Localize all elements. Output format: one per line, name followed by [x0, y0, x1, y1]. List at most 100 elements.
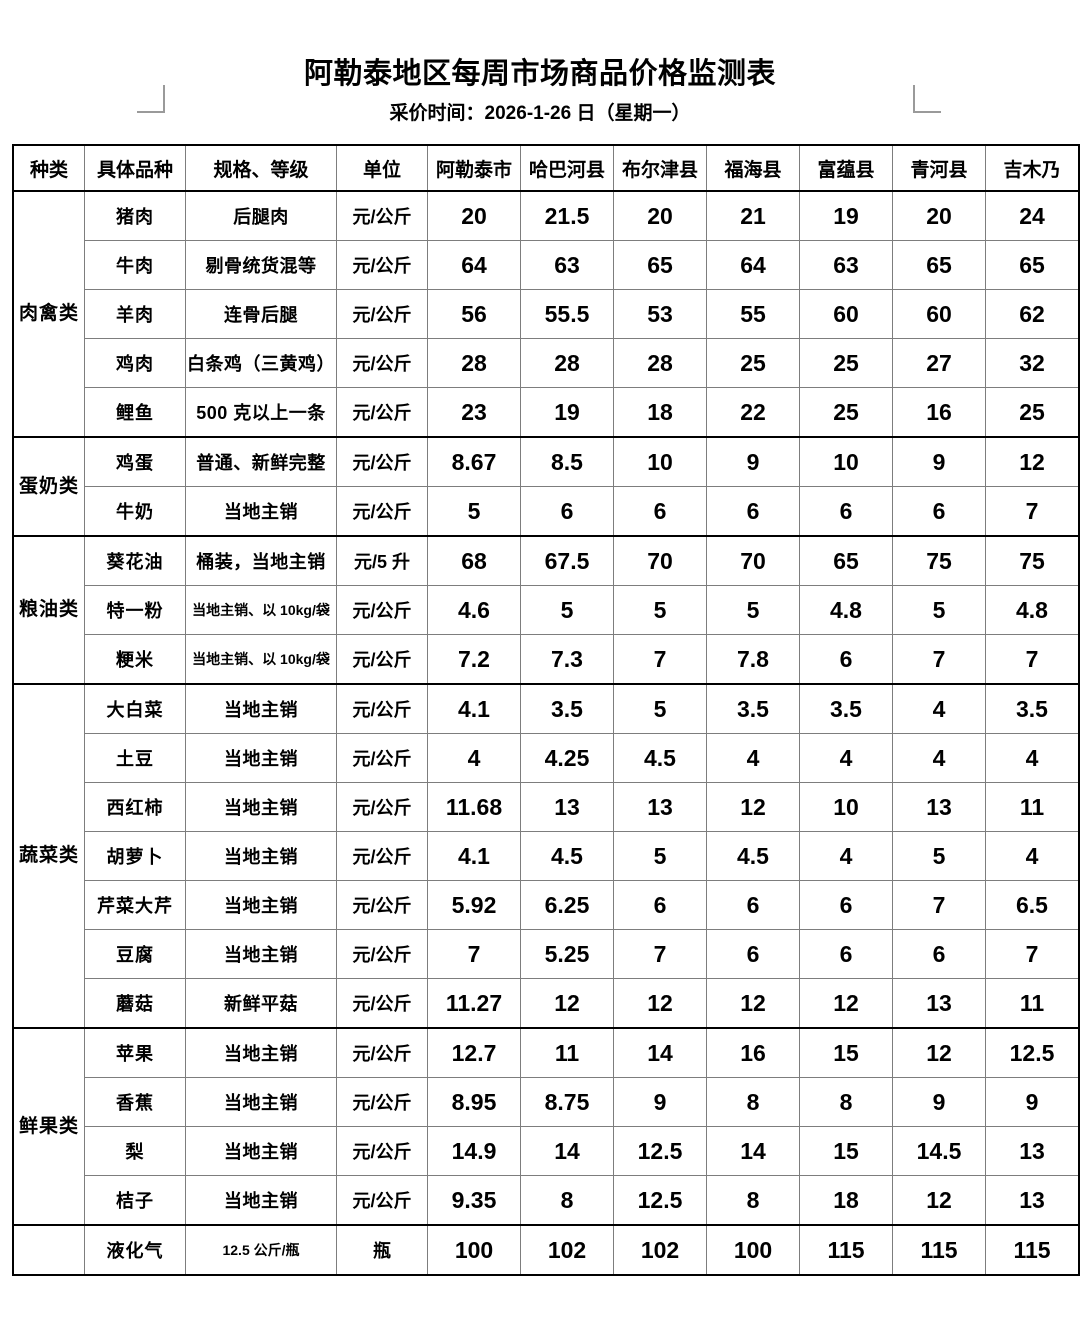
item-spec-cell: 当地主销、以 10kg/袋 [185, 634, 337, 686]
table-row: 牛奶 当地主销 元/公斤 5 6 6 6 6 6 7 [13, 486, 1080, 538]
item-spec-cell: 白条鸡（三黄鸡） [185, 338, 337, 389]
category-cell: 粮油类 [12, 535, 85, 685]
price-cell: 6 [613, 880, 707, 931]
category-cell [12, 1224, 85, 1277]
price-cell: 28 [427, 338, 521, 389]
price-cell: 5 [892, 831, 986, 882]
column-header-c6: 吉木乃 [985, 144, 1080, 193]
item-name-cell: 豆腐 [84, 929, 186, 980]
item-name-cell: 土豆 [84, 733, 186, 784]
price-cell: 12 [706, 978, 800, 1030]
price-cell: 53 [613, 289, 707, 340]
price-cell: 8.5 [520, 436, 614, 488]
item-spec-cell: 当地主销 [185, 683, 337, 735]
item-unit-cell: 元/公斤 [336, 978, 428, 1030]
item-name-cell: 桔子 [84, 1175, 186, 1227]
price-cell: 65 [985, 240, 1080, 291]
table-header: 种类 具体品种 规格、等级 单位 阿勒泰市 哈巴河县 布尔津县 福海县 富蕴县 青河县 吉木乃 [12, 144, 1080, 193]
price-cell: 8.95 [427, 1077, 521, 1128]
price-cell: 5 [892, 585, 986, 636]
item-unit-cell: 元/公斤 [336, 240, 428, 291]
item-spec-cell: 12.5 公斤/瓶 [185, 1224, 337, 1277]
item-unit-cell: 元/公斤 [336, 1175, 428, 1227]
price-cell: 64 [427, 240, 521, 291]
item-name-cell: 梨 [84, 1126, 186, 1177]
price-cell: 4.1 [427, 831, 521, 882]
item-unit-cell: 元/公斤 [336, 1126, 428, 1177]
price-cell: 6 [613, 486, 707, 538]
price-monitoring-table: 种类 具体品种 规格、等级 单位 阿勒泰市 哈巴河县 布尔津县 福海县 富蕴县 青河县 吉木乃 肉禽… [12, 144, 1080, 1277]
price-cell: 8.75 [520, 1077, 614, 1128]
item-name-cell: 粳米 [84, 634, 186, 686]
item-name-cell: 特一粉 [84, 585, 186, 636]
item-spec-cell: 后腿肉 [185, 190, 337, 242]
price-cell: 63 [799, 240, 893, 291]
price-cell: 7.3 [520, 634, 614, 686]
price-cell: 25 [799, 338, 893, 389]
item-spec-cell: 普通、新鲜完整 [185, 436, 337, 488]
price-cell: 4 [706, 733, 800, 784]
price-cell: 6.25 [520, 880, 614, 931]
table-row: 液化气 12.5 公斤/瓶瓶 100 102 102 100 115 115 115 [12, 1224, 1080, 1277]
item-name-cell: 芹菜大芹 [84, 880, 186, 931]
price-cell: 21.5 [520, 190, 614, 242]
category-cell: 肉禽类 [12, 190, 85, 438]
table-row: 西红柿 当地主销 元/公斤 11.68 13 13 12 10 13 11 [13, 782, 1080, 833]
price-cell: 8.67 [427, 436, 521, 488]
price-cell: 6.5 [985, 880, 1080, 931]
item-spec-cell: 当地主销 [185, 1077, 337, 1128]
column-header-c2: 布尔津县 [613, 144, 707, 193]
price-cell: 18 [799, 1175, 893, 1227]
column-header-name: 具体品种 [84, 144, 186, 193]
table-row: 桔子 当地主销 元/公斤 9.35 8 12.5 8 18 12 13 [13, 1175, 1080, 1227]
price-cell: 6 [799, 929, 893, 980]
item-unit-cell: 元/公斤 [336, 634, 428, 686]
price-cell: 8 [520, 1175, 614, 1227]
item-unit-cell: 元/公斤 [336, 831, 428, 882]
price-cell: 13 [985, 1126, 1080, 1177]
price-cell: 7 [427, 929, 521, 980]
price-cell: 28 [520, 338, 614, 389]
price-cell: 7 [892, 634, 986, 686]
price-cell: 11.27 [427, 978, 521, 1030]
item-spec-cell: 桶装，当地主销 [185, 535, 337, 587]
price-cell: 7 [892, 880, 986, 931]
price-cell: 9 [892, 436, 986, 488]
item-unit-cell: 元/公斤 [336, 289, 428, 340]
table-row: 土豆 当地主销 元/公斤 4 4.25 4.5 4 4 4 4 [13, 733, 1080, 784]
item-spec-cell: 当地主销 [185, 929, 337, 980]
price-cell: 13 [892, 978, 986, 1030]
item-spec-cell: 当地主销 [185, 782, 337, 833]
price-cell: 5.92 [427, 880, 521, 931]
price-cell: 14 [520, 1126, 614, 1177]
price-cell: 32 [985, 338, 1080, 389]
price-cell: 4.1 [427, 683, 521, 735]
price-cell: 27 [892, 338, 986, 389]
price-cell: 56 [427, 289, 521, 340]
price-cell: 28 [613, 338, 707, 389]
price-cell: 115 [799, 1224, 893, 1277]
price-cell: 9.35 [427, 1175, 521, 1227]
price-cell: 4.6 [427, 585, 521, 636]
price-cell: 20 [427, 190, 521, 242]
price-cell: 12 [985, 436, 1080, 488]
price-cell: 68 [427, 535, 521, 587]
category-cell: 鲜果类 [12, 1027, 85, 1226]
price-cell: 4.25 [520, 733, 614, 784]
price-cell: 13 [613, 782, 707, 833]
price-cell: 65 [892, 240, 986, 291]
item-unit-cell: 元/公斤 [336, 387, 428, 439]
table-row: 鲤鱼 500 克以上一条 元/公斤 23 19 18 22 25 16 25 [13, 387, 1080, 439]
price-cell: 4 [799, 733, 893, 784]
price-cell: 5 [706, 585, 800, 636]
price-cell: 63 [520, 240, 614, 291]
item-spec-cell: 当地主销 [185, 486, 337, 538]
table-row: 蛋奶类 鸡蛋 普通、新鲜完整 元/公斤 8.67 8.5 10 9 10 9 12 [12, 436, 1080, 537]
item-name-cell: 牛奶 [84, 486, 186, 538]
item-unit-cell: 元/公斤 [336, 436, 428, 488]
item-unit-cell: 元/公斤 [336, 683, 428, 735]
price-cell: 11.68 [427, 782, 521, 833]
item-name-cell: 鸡蛋 [84, 436, 186, 488]
price-cell: 102 [520, 1224, 614, 1277]
price-cell: 9 [985, 1077, 1080, 1128]
